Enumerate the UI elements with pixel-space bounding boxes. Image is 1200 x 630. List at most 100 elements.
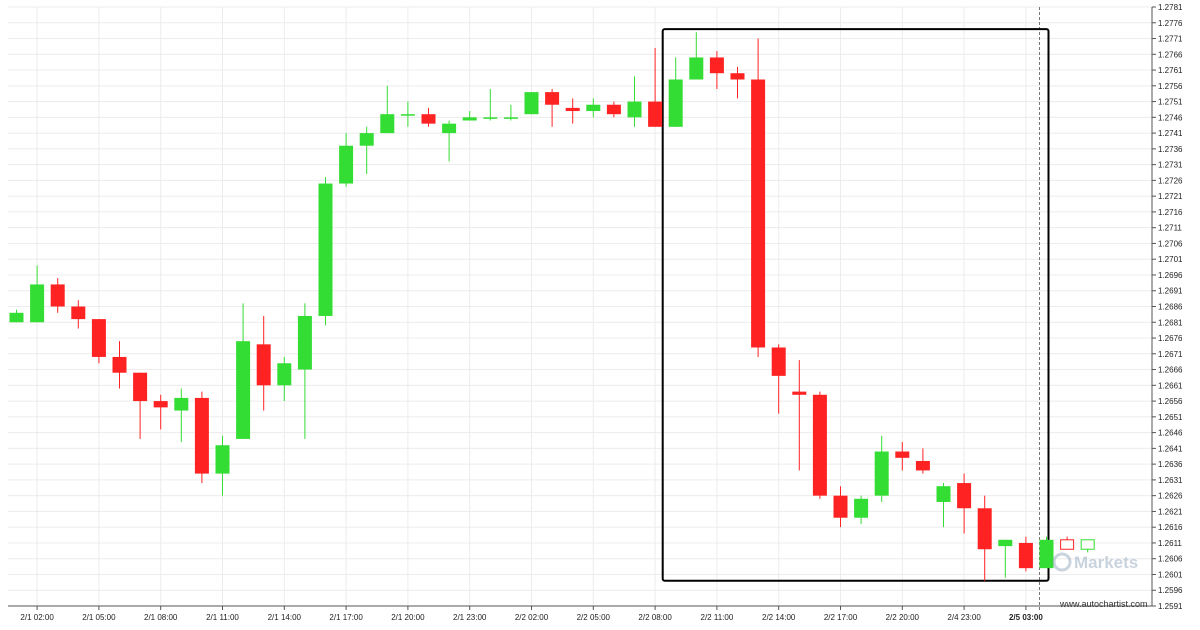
candle-body <box>627 101 642 118</box>
y-tick-label: 1.2611 <box>1158 539 1182 548</box>
y-tick-label: 1.2641 <box>1158 444 1183 453</box>
candle-body <box>524 92 539 115</box>
candle-body <box>318 183 333 316</box>
candle-body <box>998 539 1013 547</box>
pattern-highlight <box>661 7 1050 610</box>
x-tick-label: 2/1 14:00 <box>268 613 302 622</box>
y-tick-label: 1.2766 <box>1158 50 1183 59</box>
x-tick-label: 2/4 23:00 <box>947 613 981 622</box>
y-tick-label: 1.2696 <box>1158 271 1183 280</box>
y-tick-label: 1.2646 <box>1158 429 1183 438</box>
y-tick-label: 1.2746 <box>1158 113 1183 122</box>
candle-body <box>545 92 560 105</box>
y-tick-label: 1.2631 <box>1158 476 1183 485</box>
candle-body <box>462 117 477 121</box>
x-tick-label: 2/2 14:00 <box>762 613 796 622</box>
candle-body <box>1039 539 1054 569</box>
y-tick-label: 1.2636 <box>1158 460 1183 469</box>
candle-body <box>400 114 415 116</box>
candle-body <box>751 79 766 348</box>
candle-body <box>50 284 65 307</box>
candle-body <box>1080 539 1095 550</box>
candle-body <box>730 73 745 80</box>
y-tick-label: 1.2741 <box>1158 129 1183 138</box>
watermark-logo: Markets <box>1052 552 1138 572</box>
candle-body <box>380 114 395 134</box>
x-tick-label: 2/1 11:00 <box>206 613 239 622</box>
candle-body <box>668 79 683 127</box>
x-tick-label: 2/1 02:00 <box>20 613 54 622</box>
candle-body <box>606 104 621 115</box>
y-tick-label: 1.2671 <box>1158 350 1183 359</box>
y-tick-label: 1.2651 <box>1158 413 1183 422</box>
candle-body <box>812 394 827 496</box>
x-tick-label: 2/2 20:00 <box>886 613 920 622</box>
y-tick-label: 1.2621 <box>1158 507 1183 516</box>
candle-body <box>586 104 601 112</box>
x-tick-label: 2/1 05:00 <box>82 613 116 622</box>
candle-body <box>359 133 374 146</box>
candle-body <box>648 101 663 127</box>
candle-body <box>833 495 848 518</box>
y-tick-label: 1.2721 <box>1158 192 1183 201</box>
candle-body <box>91 319 106 357</box>
candle-body <box>771 347 786 376</box>
credit-link[interactable]: www.autochartist.com <box>1059 599 1148 609</box>
watermark-logo-icon <box>1052 552 1072 572</box>
y-tick-label: 1.2596 <box>1158 586 1183 595</box>
candle-body <box>174 397 189 411</box>
y-tick-label: 1.2751 <box>1158 98 1183 107</box>
x-tick-label: 2/2 11:00 <box>701 613 734 622</box>
y-tick-label: 1.2736 <box>1158 145 1183 154</box>
candle-body <box>483 117 498 119</box>
y-tick-label: 1.2781 <box>1158 3 1183 12</box>
y-tick-label: 1.2716 <box>1158 208 1183 217</box>
y-tick-label: 1.2591 <box>1158 602 1183 611</box>
y-tick-label: 1.2711 <box>1158 224 1182 233</box>
candle-series <box>9 32 1095 581</box>
candle-body <box>421 114 436 124</box>
x-tick-label: 2/5 03:00 <box>1009 613 1043 622</box>
y-tick-label: 1.2606 <box>1158 555 1183 564</box>
x-axis: 2/1 02:00 2/1 05:00 2/1 08:00 2/1 11:00 2/1 … <box>8 605 1152 622</box>
watermark-logo-text: Markets <box>1074 553 1138 572</box>
candle-body <box>709 57 724 74</box>
y-tick-label: 1.2626 <box>1158 492 1183 501</box>
candle-body <box>936 486 951 502</box>
candle-body <box>977 508 992 550</box>
x-tick-label: 2/2 17:00 <box>824 613 858 622</box>
candle-body <box>689 57 704 80</box>
candle-body <box>215 445 230 474</box>
y-tick-label: 1.2676 <box>1158 334 1183 343</box>
y-tick-label: 1.2661 <box>1158 381 1183 390</box>
candle-body <box>153 401 168 408</box>
candle-body <box>1018 542 1033 569</box>
candle-body <box>112 356 127 373</box>
y-tick-label: 1.2686 <box>1158 303 1183 312</box>
candle-body <box>957 483 972 509</box>
candle-body <box>874 451 889 496</box>
candle-body <box>854 498 869 518</box>
candle-body <box>297 315 312 370</box>
y-tick-label: 1.2601 <box>1158 570 1183 579</box>
y-tick-label: 1.2731 <box>1158 161 1183 170</box>
candle-body <box>442 123 457 134</box>
candle-body <box>339 145 354 184</box>
y-tick-label: 1.2616 <box>1158 523 1183 532</box>
y-axis: 1.2781 1.2776 1.2771 1.2766 1.2761 1.2756 1.27… <box>1151 3 1183 611</box>
x-tick-label: 2/1 08:00 <box>144 613 178 622</box>
x-tick-label: 2/2 02:00 <box>515 613 549 622</box>
y-tick-label: 1.2776 <box>1158 19 1183 28</box>
candle-body <box>256 344 271 386</box>
candle-body <box>71 306 86 320</box>
x-tick-label: 2/1 20:00 <box>391 613 425 622</box>
y-tick-label: 1.2771 <box>1158 35 1183 44</box>
y-tick-label: 1.2726 <box>1158 176 1183 185</box>
y-tick-label: 1.2756 <box>1158 82 1183 91</box>
y-tick-label: 1.2656 <box>1158 397 1183 406</box>
x-tick-label: 2/2 08:00 <box>638 613 672 622</box>
x-tick-label: 2/2 05:00 <box>577 613 611 622</box>
y-tick-label: 1.2706 <box>1158 239 1183 248</box>
candle-body <box>277 363 292 386</box>
